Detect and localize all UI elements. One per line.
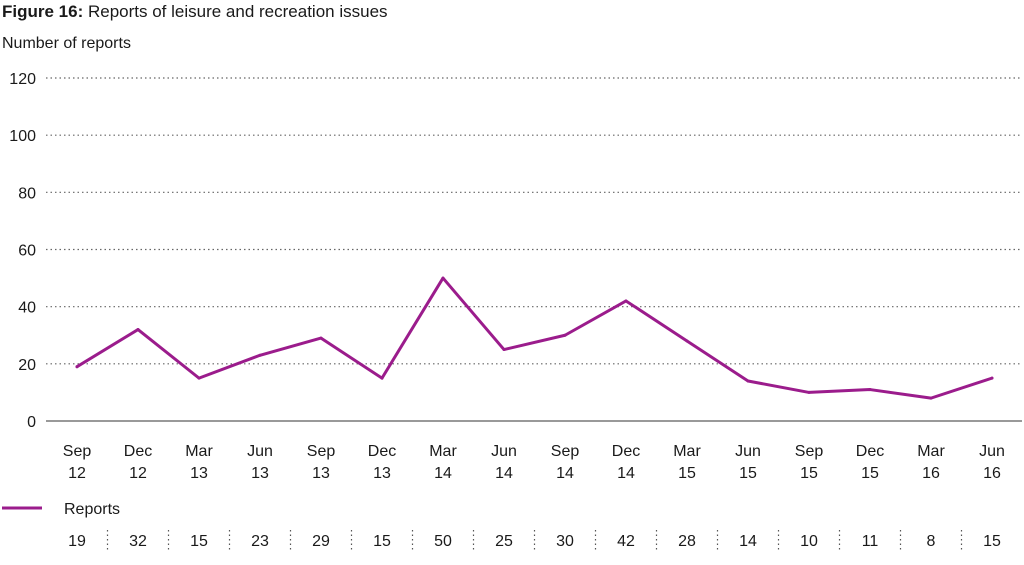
table-cell-value: 32 [129,533,147,550]
y-tick-label: 40 [18,300,36,317]
data-point [197,376,201,380]
x-tick-label-year: 14 [617,465,635,482]
data-point [807,390,811,394]
x-tick-label-year: 12 [68,465,86,482]
table-cell-value: 25 [495,533,513,550]
x-tick-label-month: Dec [612,443,640,460]
x-tick-label-year: 14 [556,465,574,482]
y-tick-label: 100 [9,128,36,145]
table-cell-value: 29 [312,533,330,550]
x-tick-label-year: 15 [678,465,696,482]
table-cell-value: 15 [190,533,208,550]
x-tick-label-year: 14 [495,465,513,482]
data-point [929,396,933,400]
series-lines [75,276,994,400]
x-tick-label-year: 13 [373,465,391,482]
x-tick-label-month: Mar [429,443,457,460]
x-tick-label-year: 15 [861,465,879,482]
x-tick-label-year: 13 [312,465,330,482]
table-cell-value: 15 [983,533,1001,550]
y-axis-label: Number of reports [2,35,131,52]
x-tick-label-year: 13 [190,465,208,482]
x-tick-label-month: Mar [185,443,213,460]
y-tick-label: 80 [18,185,36,202]
x-tick-label-month: Jun [735,443,761,460]
y-tick-label: 120 [9,71,36,88]
data-point [563,333,567,337]
x-tick-label-month: Dec [124,443,152,460]
legend-label: Reports [64,501,120,518]
table-cell-value: 11 [862,533,879,550]
data-point [990,376,994,380]
x-tick-label-year: 15 [739,465,757,482]
y-axis-ticks: 0 20 40 60 80 100 120 [9,71,36,431]
table-cell-value: 8 [927,533,936,550]
x-tick-label-year: 15 [800,465,818,482]
title-text: Reports of leisure and recreation issues [87,2,388,21]
data-point [319,336,323,340]
x-tick-label-month: Sep [63,443,92,460]
table-cell-value: 30 [556,533,574,550]
x-tick-label-month: Jun [491,443,517,460]
legend: Reports [2,501,120,518]
table-cell-value: 23 [251,533,269,550]
data-table: 19 32 15 23 29 15 50 25 30 42 28 14 10 11 8 15 [68,530,1001,551]
figure-number: Figure 16: [2,2,84,21]
data-point [502,348,506,352]
x-tick-label-year: 13 [251,465,269,482]
data-point [380,376,384,380]
x-axis-ticks: Sep 12 Dec 12 Mar 13 Jun 13 Sep 13 Dec 13 Mar 14 Jun 14… [63,443,1005,482]
table-cell-value: 19 [68,533,86,550]
x-tick-label-month: Sep [307,443,336,460]
data-point [746,379,750,383]
table-cell-value: 10 [800,533,818,550]
x-tick-label-month: Dec [856,443,884,460]
x-tick-label-month: Sep [551,443,580,460]
data-point [258,353,262,357]
table-cell-value: 14 [739,533,757,550]
x-tick-label-year: 12 [129,465,147,482]
chart-title: Figure 16: Reports of leisure and recrea… [2,2,388,22]
x-tick-label-month: Dec [368,443,396,460]
x-tick-label-year: 14 [434,465,452,482]
y-tick-label: 0 [27,414,36,431]
y-tick-label: 60 [18,243,36,260]
x-tick-label-month: Mar [673,443,701,460]
table-cell-value: 15 [373,533,391,550]
table-cell-value: 42 [617,533,635,550]
series-line-reports [75,276,994,400]
data-point [75,365,79,369]
data-point [685,339,689,343]
x-tick-label-year: 16 [983,465,1001,482]
table-cell-value: 50 [434,533,452,550]
table-cell-value: 28 [678,533,696,550]
x-tick-label-month: Jun [979,443,1005,460]
x-tick-label-month: Sep [795,443,824,460]
gridlines [46,77,1022,422]
data-point [136,328,140,332]
x-tick-label-month: Jun [247,443,273,460]
y-tick-label: 20 [18,357,36,374]
data-point [624,299,628,303]
x-tick-label-year: 16 [922,465,940,482]
x-tick-label-month: Mar [917,443,945,460]
data-point [868,388,872,392]
data-point [441,276,445,280]
